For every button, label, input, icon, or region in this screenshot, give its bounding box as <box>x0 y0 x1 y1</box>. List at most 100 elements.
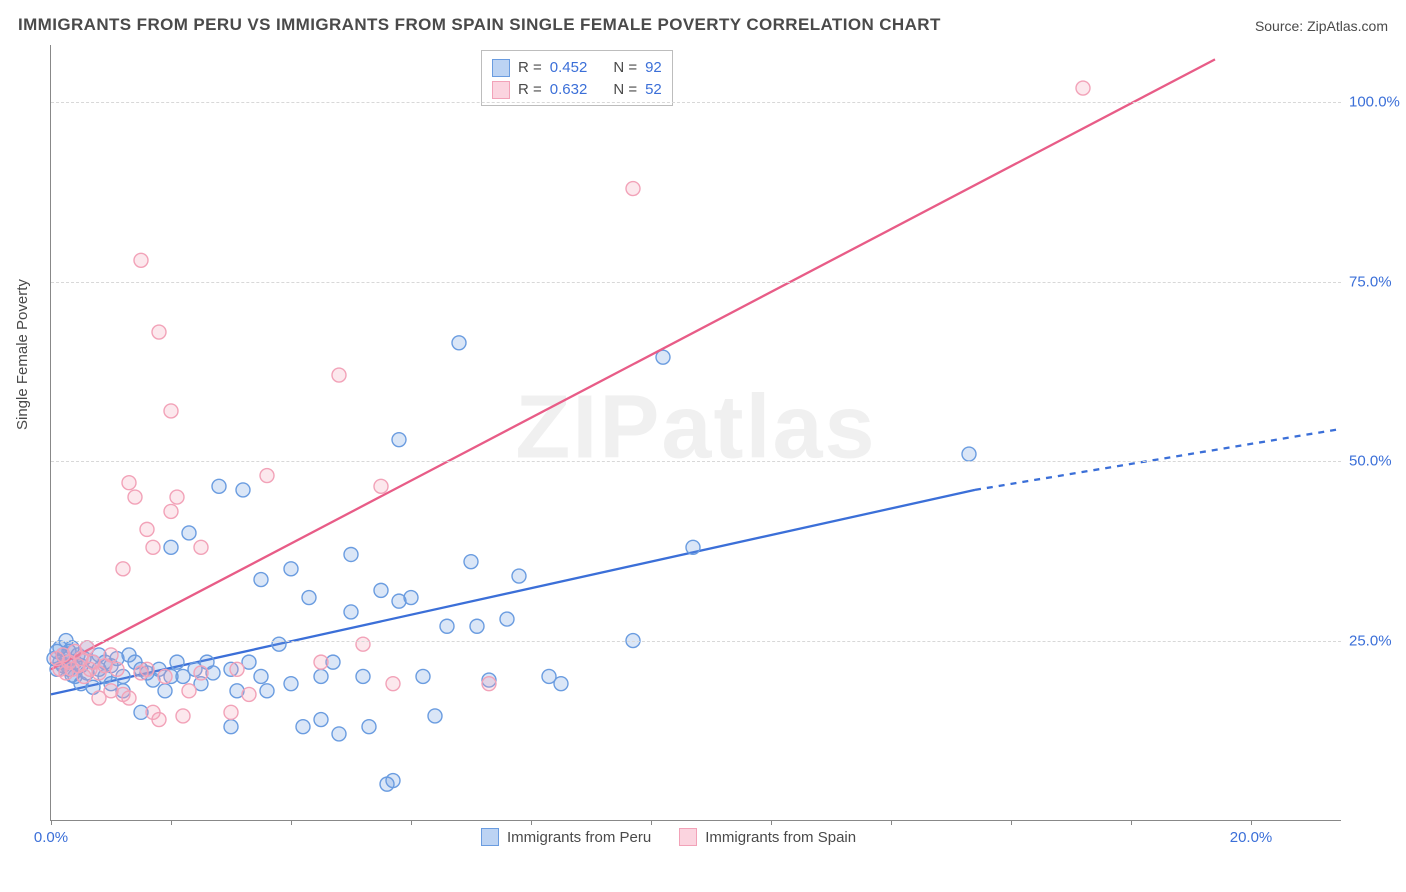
data-point <box>224 720 238 734</box>
data-point <box>356 637 370 651</box>
legend-label: Immigrants from Peru <box>507 829 651 846</box>
data-point <box>314 669 328 683</box>
legend-n-value: 52 <box>645 79 662 101</box>
data-point <box>194 540 208 554</box>
legend-r-label: R = <box>518 79 542 101</box>
plot-area: ZIPatlas R =0.452N =92R =0.632N =52 Immi… <box>50 45 1341 821</box>
data-point <box>428 709 442 723</box>
data-point <box>164 504 178 518</box>
data-point <box>230 662 244 676</box>
data-point <box>152 713 166 727</box>
data-point <box>302 591 316 605</box>
data-point <box>140 522 154 536</box>
data-point <box>386 677 400 691</box>
legend-r-label: R = <box>518 57 542 79</box>
x-tick-label: 20.0% <box>1230 829 1273 846</box>
legend-row: R =0.632N =52 <box>492 79 662 101</box>
data-point <box>626 182 640 196</box>
data-point <box>386 774 400 788</box>
data-point <box>122 691 136 705</box>
x-tick <box>291 820 292 825</box>
data-point <box>296 720 310 734</box>
data-point <box>182 526 196 540</box>
x-tick <box>651 820 652 825</box>
gridline <box>51 102 1341 103</box>
plot-svg <box>51 45 1341 820</box>
data-point <box>554 677 568 691</box>
data-point <box>170 655 184 669</box>
legend-swatch <box>492 81 510 99</box>
y-tick-label: 100.0% <box>1349 94 1399 111</box>
x-tick <box>411 820 412 825</box>
data-point <box>164 540 178 554</box>
data-point <box>170 490 184 504</box>
data-point <box>1076 81 1090 95</box>
legend-n-value: 92 <box>645 57 662 79</box>
gridline <box>51 282 1341 283</box>
data-point <box>284 677 298 691</box>
data-point <box>140 662 154 676</box>
data-point <box>272 637 286 651</box>
data-point <box>104 648 118 662</box>
data-point <box>512 569 526 583</box>
data-point <box>686 540 700 554</box>
data-point <box>110 662 124 676</box>
legend-item: Immigrants from Spain <box>679 828 856 846</box>
data-point <box>314 655 328 669</box>
legend-n-label: N = <box>613 57 637 79</box>
legend-label: Immigrants from Spain <box>705 829 856 846</box>
data-point <box>284 562 298 576</box>
gridline <box>51 641 1341 642</box>
data-point <box>452 336 466 350</box>
data-point <box>158 684 172 698</box>
x-tick-label: 0.0% <box>34 829 68 846</box>
legend-r-value: 0.452 <box>550 57 588 79</box>
data-point <box>122 476 136 490</box>
data-point <box>500 612 514 626</box>
data-point <box>374 479 388 493</box>
legend-swatch <box>679 828 697 846</box>
x-tick <box>771 820 772 825</box>
data-point <box>158 669 172 683</box>
data-point <box>374 583 388 597</box>
data-point <box>146 540 160 554</box>
legend-item: Immigrants from Peru <box>481 828 651 846</box>
data-point <box>332 368 346 382</box>
legend-series: Immigrants from Peru Immigrants from Spai… <box>481 828 856 846</box>
legend-correlation: R = 0.452 N = 92R =0.632N =52 <box>481 50 673 106</box>
legend-swatch <box>481 828 499 846</box>
data-point <box>212 479 226 493</box>
data-point <box>440 619 454 633</box>
x-tick <box>171 820 172 825</box>
chart-source: Source: ZipAtlas.com <box>1255 18 1388 34</box>
y-tick-label: 75.0% <box>1349 273 1399 290</box>
data-point <box>128 490 142 504</box>
data-point <box>254 669 268 683</box>
y-tick-label: 25.0% <box>1349 632 1399 649</box>
y-axis-label: Single Female Poverty <box>14 279 31 430</box>
data-point <box>470 619 484 633</box>
x-tick <box>51 820 52 825</box>
trend-line <box>51 490 975 695</box>
data-point <box>482 677 496 691</box>
data-point <box>116 562 130 576</box>
data-point <box>332 727 346 741</box>
x-tick <box>1131 820 1132 825</box>
chart-title: IMMIGRANTS FROM PERU VS IMMIGRANTS FROM … <box>18 15 941 35</box>
gridline <box>51 461 1341 462</box>
data-point <box>392 433 406 447</box>
data-point <box>362 720 376 734</box>
data-point <box>236 483 250 497</box>
data-point <box>356 669 370 683</box>
data-point <box>962 447 976 461</box>
trend-line-extension <box>975 429 1341 490</box>
data-point <box>194 666 208 680</box>
data-point <box>464 555 478 569</box>
data-point <box>344 605 358 619</box>
data-point <box>182 684 196 698</box>
data-point <box>164 404 178 418</box>
data-point <box>176 709 190 723</box>
x-tick <box>1251 820 1252 825</box>
data-point <box>404 591 418 605</box>
legend-row: R = 0.452 N = 92 <box>492 57 662 79</box>
